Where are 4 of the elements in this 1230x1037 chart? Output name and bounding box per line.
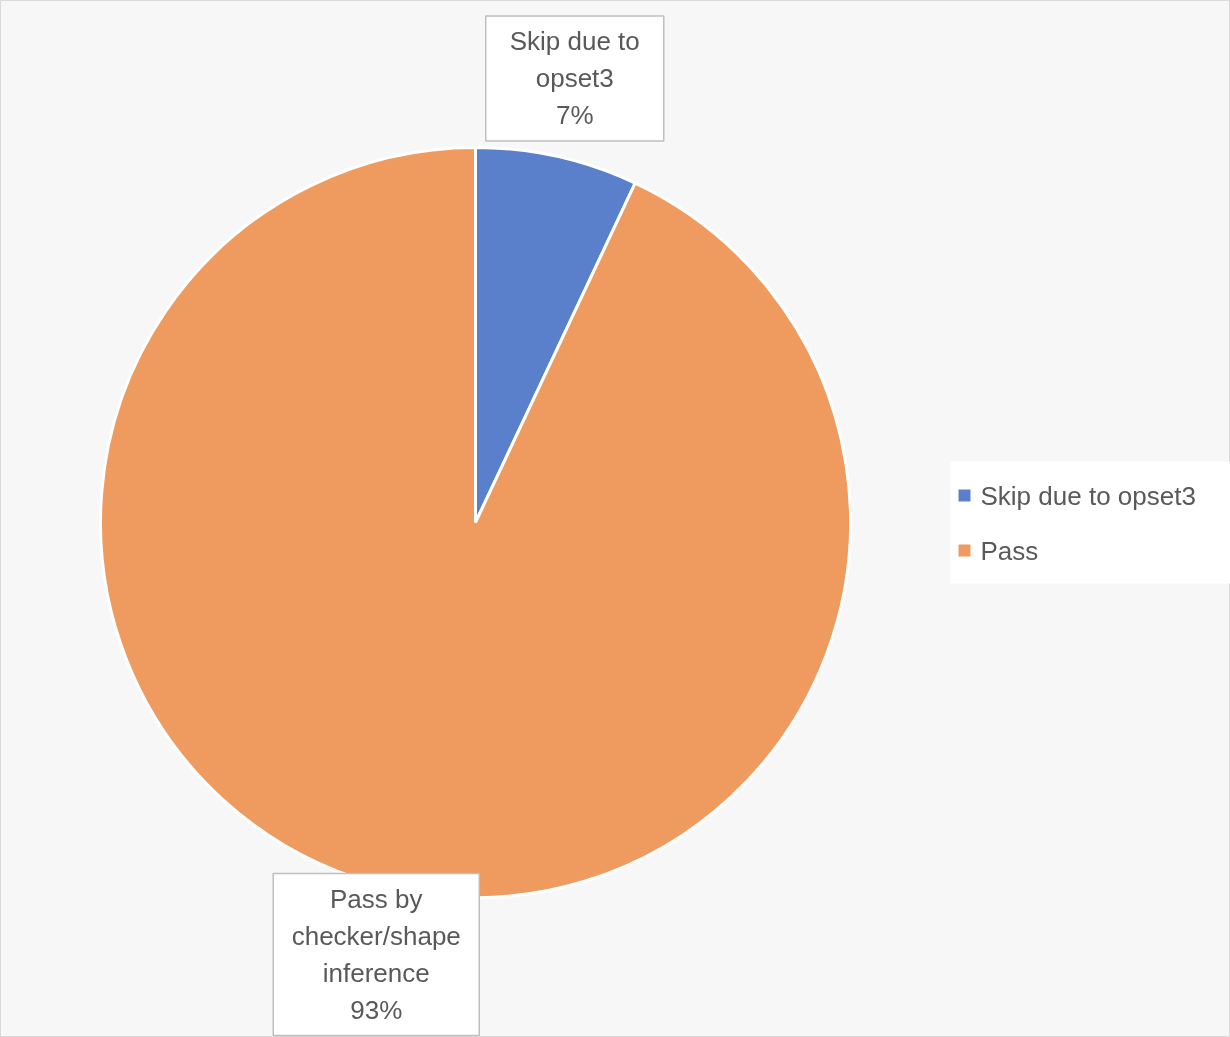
data-label: Skip due to opset3 7% xyxy=(509,26,640,131)
data-label: Pass by checker/shape inference 93% xyxy=(291,884,461,1025)
legend-label: Skip due to opset3 xyxy=(980,480,1196,511)
legend-label: Pass xyxy=(980,535,1039,566)
